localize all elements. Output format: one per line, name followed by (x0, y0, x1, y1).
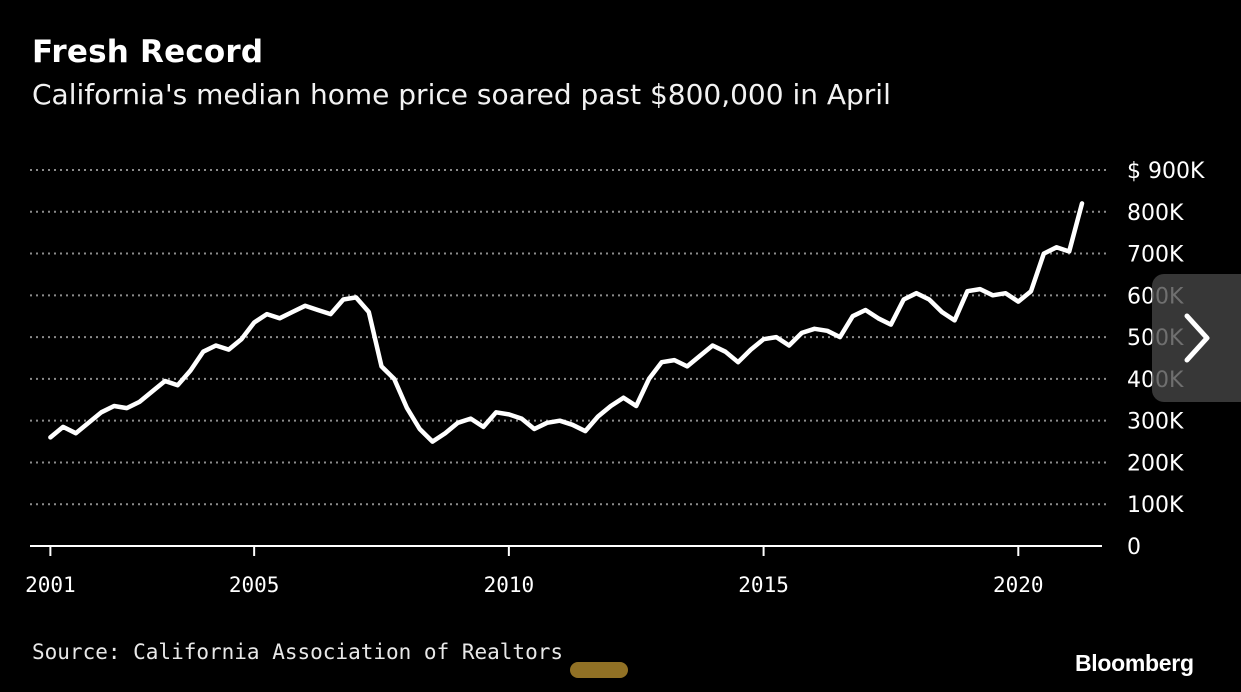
gridlines (30, 169, 1110, 506)
x-tick-label: 2005 (229, 573, 280, 597)
x-tick-label: 2020 (993, 573, 1044, 597)
y-tick-label: 0 (1127, 535, 1141, 560)
chevron-right-icon (1184, 313, 1209, 363)
source-note: Source: California Association of Realto… (32, 640, 564, 664)
x-axis-labels: 2001 2005 2010 2015 2020 (25, 573, 1044, 597)
chart-subtitle: California's median home price soared pa… (32, 78, 891, 111)
y-tick-label: 200K (1127, 451, 1184, 476)
image-smudge (570, 662, 628, 678)
x-tick-label: 2001 (25, 573, 76, 597)
x-tick-label: 2010 (484, 573, 535, 597)
series-line (48, 201, 1085, 444)
x-tick-label: 2015 (738, 573, 789, 597)
y-tick-label: 800K (1127, 201, 1184, 226)
y-tick-label: $ 900K (1127, 159, 1205, 184)
x-axis (30, 545, 1102, 556)
y-tick-label: 300K (1127, 410, 1184, 435)
chart-title: Fresh Record (32, 34, 264, 70)
y-tick-label: 700K (1127, 243, 1184, 268)
series-layer (48, 201, 1085, 444)
y-tick-label: 100K (1127, 493, 1184, 518)
next-button[interactable] (1152, 274, 1241, 402)
bloomberg-logo: Bloomberg (1075, 650, 1194, 676)
